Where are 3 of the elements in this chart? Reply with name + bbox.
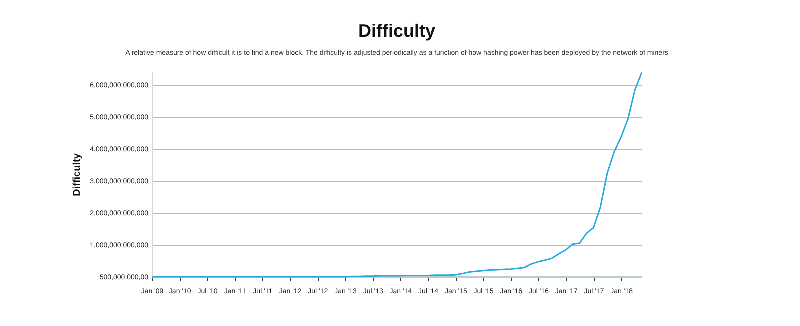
chart-title: Difficulty <box>358 20 436 41</box>
line-series <box>151 72 643 278</box>
y-axis-title: Difficulty <box>72 153 84 196</box>
